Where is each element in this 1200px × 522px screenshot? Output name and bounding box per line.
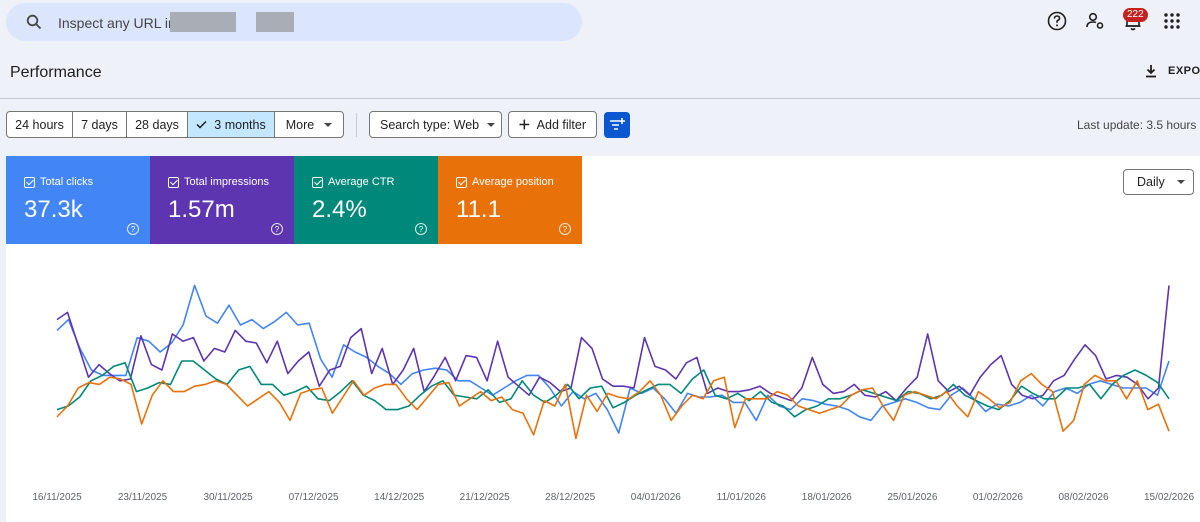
search-type-dropdown[interactable]: Search type: Web: [369, 111, 502, 138]
x-axis-tick-label: 18/01/2026: [802, 492, 852, 503]
range-more-dropdown[interactable]: More: [275, 112, 343, 137]
checkbox-icon[interactable]: [456, 176, 467, 188]
help-icon[interactable]: ?: [415, 223, 427, 235]
metric-value: 37.3k: [24, 196, 83, 223]
x-axis-tick-label: 21/12/2025: [460, 492, 510, 503]
series-line-average-ctr: [56, 360, 1170, 418]
plus-icon: [519, 119, 530, 130]
chevron-down-icon: [487, 122, 496, 127]
metric-label: Total clicks: [40, 176, 94, 188]
export-label: EXPOR: [1168, 65, 1200, 77]
search-icon: [26, 14, 42, 30]
search-type-label: Search type: Web: [380, 117, 480, 132]
metric-card-total-impressions[interactable]: Total impressions 1.57m ?: [150, 156, 294, 244]
granularity-dropdown[interactable]: Daily: [1123, 169, 1194, 195]
redacted-property-suffix: [256, 12, 294, 32]
range-3-months-label: 3 months: [214, 117, 266, 132]
date-range-selector: 24 hours 7 days 28 days 3 months More: [6, 111, 344, 138]
series-line-average-position: [56, 372, 1170, 440]
export-button[interactable]: EXPOR: [1144, 64, 1200, 78]
metric-value: 11.1: [456, 196, 501, 223]
download-icon: [1146, 65, 1156, 78]
x-axis-tick-label: 23/11/2025: [118, 492, 168, 503]
metric-card-total-clicks[interactable]: Total clicks 37.3k ?: [6, 156, 150, 244]
metric-card-average-ctr[interactable]: Average CTR 2.4% ?: [294, 156, 438, 244]
x-axis-tick-label: 25/01/2026: [887, 492, 937, 503]
x-axis-tick-label: 14/12/2025: [374, 492, 424, 503]
checkbox-icon[interactable]: [168, 176, 179, 188]
user-settings-icon[interactable]: [1084, 10, 1106, 32]
range-more-label: More: [285, 117, 315, 132]
granularity-label: Daily: [1137, 175, 1165, 189]
filter-separator: [356, 113, 357, 137]
notification-count-badge: 222: [1123, 8, 1148, 22]
add-filter-label: Add filter: [536, 117, 586, 132]
x-axis-tick-label: 04/01/2026: [631, 492, 681, 503]
search-input[interactable]: Inspect any URL in ": [58, 15, 185, 31]
apps-grid-icon[interactable]: [1161, 10, 1183, 32]
x-axis-tick-label: 07/12/2025: [289, 492, 339, 503]
x-axis-tick-label: 30/11/2025: [203, 492, 253, 503]
x-axis-tick-label: 15/02/2026: [1144, 492, 1194, 503]
checkbox-icon[interactable]: [312, 176, 323, 188]
range-7-days[interactable]: 7 days: [73, 112, 127, 137]
last-update-text: Last update: 3.5 hours a: [1077, 118, 1200, 132]
metric-label: Total impressions: [184, 176, 269, 188]
add-filter-button[interactable]: Add filter: [508, 111, 597, 138]
metric-label: Average CTR: [328, 176, 395, 188]
metric-label: Average position: [472, 176, 554, 188]
x-axis-tick-label: 01/02/2026: [973, 492, 1023, 503]
help-icon[interactable]: [1046, 10, 1068, 32]
series-line-total-impressions: [56, 285, 1170, 402]
help-icon[interactable]: ?: [271, 223, 283, 235]
x-axis-tick-label: 16/11/2025: [32, 492, 82, 503]
chevron-down-icon: [1176, 180, 1185, 184]
range-24-hours[interactable]: 24 hours: [7, 112, 73, 137]
range-3-months[interactable]: 3 months: [188, 112, 275, 137]
performance-line-chart: 16/11/2025 23/11/2025 30/11/2025 07/12/2025…: [32, 284, 1194, 503]
redacted-property-name: [170, 12, 236, 32]
x-axis-tick-label: 28/12/2025: [545, 492, 595, 503]
metric-card-average-position[interactable]: Average position 11.1 ?: [438, 156, 582, 244]
page-title: Performance: [10, 64, 102, 81]
header-divider: [0, 98, 1200, 99]
x-axis-tick-label: 11/01/2026: [717, 492, 767, 503]
chevron-down-icon: [324, 122, 333, 127]
series-line-total-clicks: [56, 284, 1170, 434]
metric-value: 1.57m: [168, 196, 235, 223]
help-icon[interactable]: ?: [559, 223, 571, 235]
metric-value: 2.4%: [312, 196, 367, 223]
filter-settings-icon[interactable]: [604, 112, 630, 138]
range-28-days[interactable]: 28 days: [127, 112, 188, 137]
url-inspect-search-bar[interactable]: Inspect any URL in ": [6, 3, 582, 41]
check-icon: [196, 120, 207, 129]
help-icon[interactable]: ?: [127, 223, 139, 235]
x-axis-tick-label: 08/02/2026: [1058, 492, 1108, 503]
checkbox-icon[interactable]: [24, 176, 35, 188]
